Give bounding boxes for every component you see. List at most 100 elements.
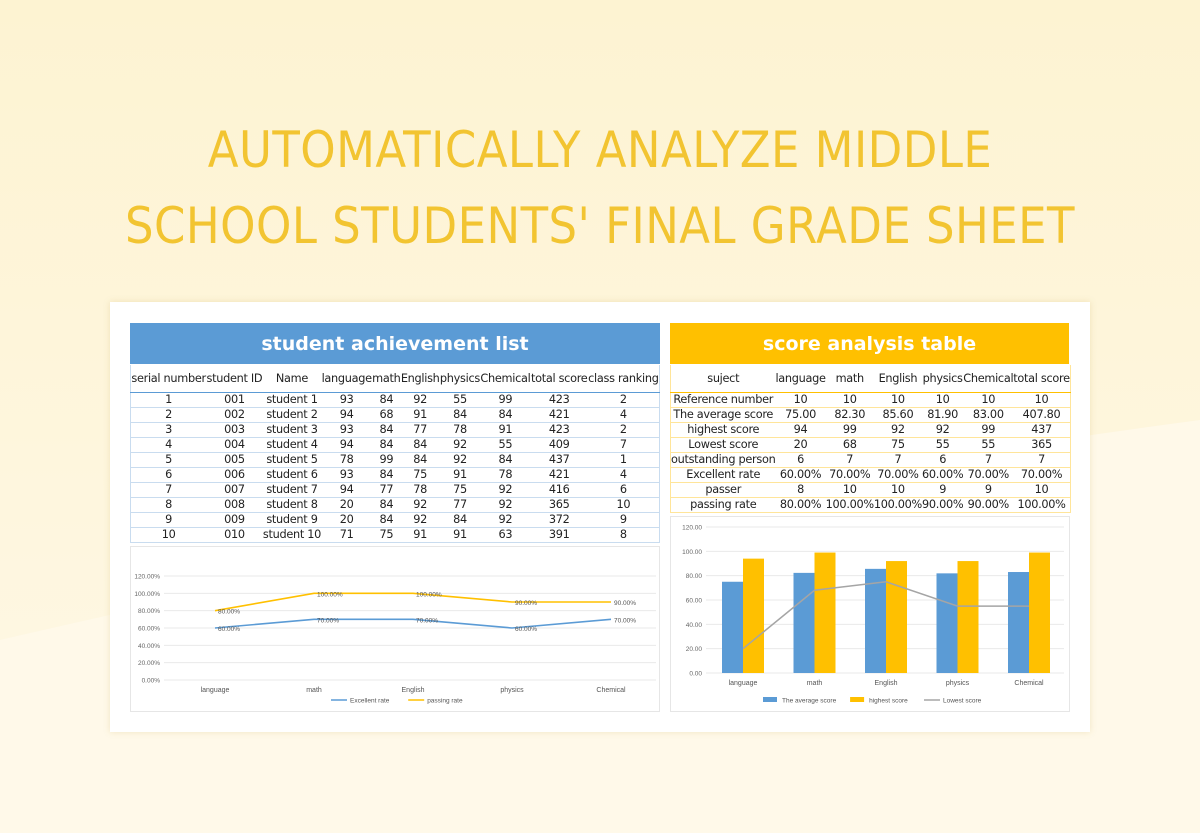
table-cell: 99	[963, 422, 1014, 438]
legend-label: Excellent rate	[350, 698, 390, 705]
table-row: Excellent rate 60.00% 70.00% 70.00% 60.00% 70…	[670, 467, 1071, 483]
table-cell: highest score	[670, 422, 776, 438]
data-label: 90.00%	[614, 600, 636, 607]
x-tick-label: language	[729, 680, 758, 687]
column-header: math	[825, 365, 874, 393]
table-cell: 7	[825, 452, 874, 468]
table-cell: 8	[587, 527, 660, 543]
table-cell: 93	[321, 467, 373, 483]
table-cell: 421	[530, 467, 588, 483]
table-cell: 003	[206, 422, 263, 438]
column-header: total score	[1013, 365, 1071, 393]
table-cell: 10	[963, 392, 1014, 408]
table-cell: 10	[587, 497, 660, 513]
table-cell: 92	[439, 437, 481, 453]
table-cell: 9	[922, 482, 964, 498]
table-cell: 365	[530, 497, 588, 513]
table-cell: 75	[439, 482, 481, 498]
bar	[886, 561, 907, 673]
data-label: 70.00%	[614, 617, 636, 624]
table-cell: 99	[825, 422, 874, 438]
table-cell: 84	[372, 437, 401, 453]
legend-label: Lowest score	[943, 698, 982, 705]
table-cell: 1	[130, 392, 207, 408]
column-header: physics	[922, 365, 964, 393]
table-cell: 9	[587, 512, 660, 528]
legend-swatch	[850, 697, 865, 702]
header-row: suject language math English physics Chemical…	[670, 365, 1071, 393]
series-line	[742, 580, 1029, 650]
table-cell: 6	[775, 452, 826, 468]
table-row: 6 006 student 6 93 84 75 91 78 421 4	[130, 467, 660, 483]
table-cell: 60.00%	[922, 467, 964, 483]
data-label: 100.00%	[317, 591, 343, 598]
column-header: language	[321, 365, 372, 393]
table-cell: 91	[480, 422, 531, 438]
table-cell: 91	[439, 467, 481, 483]
data-label: 70.00%	[317, 617, 339, 624]
table-cell: 4	[130, 437, 207, 453]
table-cell: 70.00%	[873, 467, 922, 483]
table-cell: 63	[480, 527, 531, 543]
column-header: English	[400, 365, 440, 393]
achievement-list-header: student achievement list	[130, 323, 660, 364]
y-tick-label: 80.00	[686, 573, 703, 580]
table-cell: 77	[439, 497, 481, 513]
y-tick-label: 100.00%	[134, 591, 160, 598]
table-cell: student 3	[262, 422, 322, 438]
table-cell: 10	[1013, 482, 1071, 498]
table-cell: passing rate	[670, 497, 776, 513]
bar	[957, 561, 979, 673]
bar	[1029, 552, 1050, 673]
bar	[722, 581, 743, 673]
table-cell: Reference number	[670, 392, 776, 408]
table-row: 3 003 student 3 93 84 77 78 91 423 2	[130, 422, 660, 438]
table-cell: 9	[963, 482, 1014, 498]
table-cell: 100.00%	[1013, 497, 1071, 513]
table-cell: 7	[873, 452, 922, 468]
table-cell: 4	[587, 467, 660, 483]
table-cell: 92	[400, 497, 440, 513]
table-cell: student 7	[262, 482, 322, 498]
table-cell: 81.90	[922, 407, 964, 423]
table-cell: 82.30	[825, 407, 874, 423]
table-cell: 3	[130, 422, 207, 438]
column-header: serial number	[130, 365, 207, 393]
table-cell: 80.00%	[775, 497, 826, 513]
table-cell: 7	[130, 482, 207, 498]
y-tick-label: 80.00%	[138, 608, 160, 615]
table-cell: 94	[321, 407, 373, 423]
table-cell: 9	[130, 512, 207, 528]
table-cell: 75.00	[775, 407, 826, 423]
table-cell: student 10	[262, 527, 322, 543]
y-tick-label: 120.00%	[134, 574, 160, 581]
table-cell: 60.00%	[775, 467, 826, 483]
table-cell: 010	[206, 527, 263, 543]
table-cell: 2	[587, 392, 660, 408]
table-cell: 7	[1013, 452, 1071, 468]
table-cell: 85.60	[873, 407, 922, 423]
table-cell: 91	[400, 527, 440, 543]
table-row: Lowest score 20 68 75 55 55 365	[670, 437, 1071, 453]
x-tick-label: math	[807, 680, 823, 687]
table-row: 2 002 student 2 94 68 91 84 84 421 4	[130, 407, 660, 423]
table-cell: 10	[825, 392, 874, 408]
table-cell: 70.00%	[1013, 467, 1071, 483]
table-row: passer 8 10 10 9 9 10	[670, 482, 1071, 498]
y-tick-label: 120.00	[682, 525, 702, 532]
table-cell: 84	[400, 452, 440, 468]
y-tick-label: 100.00	[682, 549, 702, 556]
table-cell: 421	[530, 407, 588, 423]
bar	[865, 568, 886, 673]
table-cell: 78	[321, 452, 373, 468]
column-header: Chemical	[963, 365, 1014, 393]
table-cell: 68	[825, 437, 874, 453]
table-cell: 68	[372, 407, 401, 423]
table-row: 9 009 student 9 20 84 92 84 92 372 9	[130, 512, 660, 528]
table-cell: 75	[372, 527, 401, 543]
column-header: student ID	[206, 365, 263, 393]
column-header: math	[372, 365, 401, 393]
table-cell: The average score	[670, 407, 776, 423]
table-row: 8 008 student 8 20 84 92 77 92 365 10	[130, 497, 660, 513]
table-cell: 84	[372, 422, 401, 438]
